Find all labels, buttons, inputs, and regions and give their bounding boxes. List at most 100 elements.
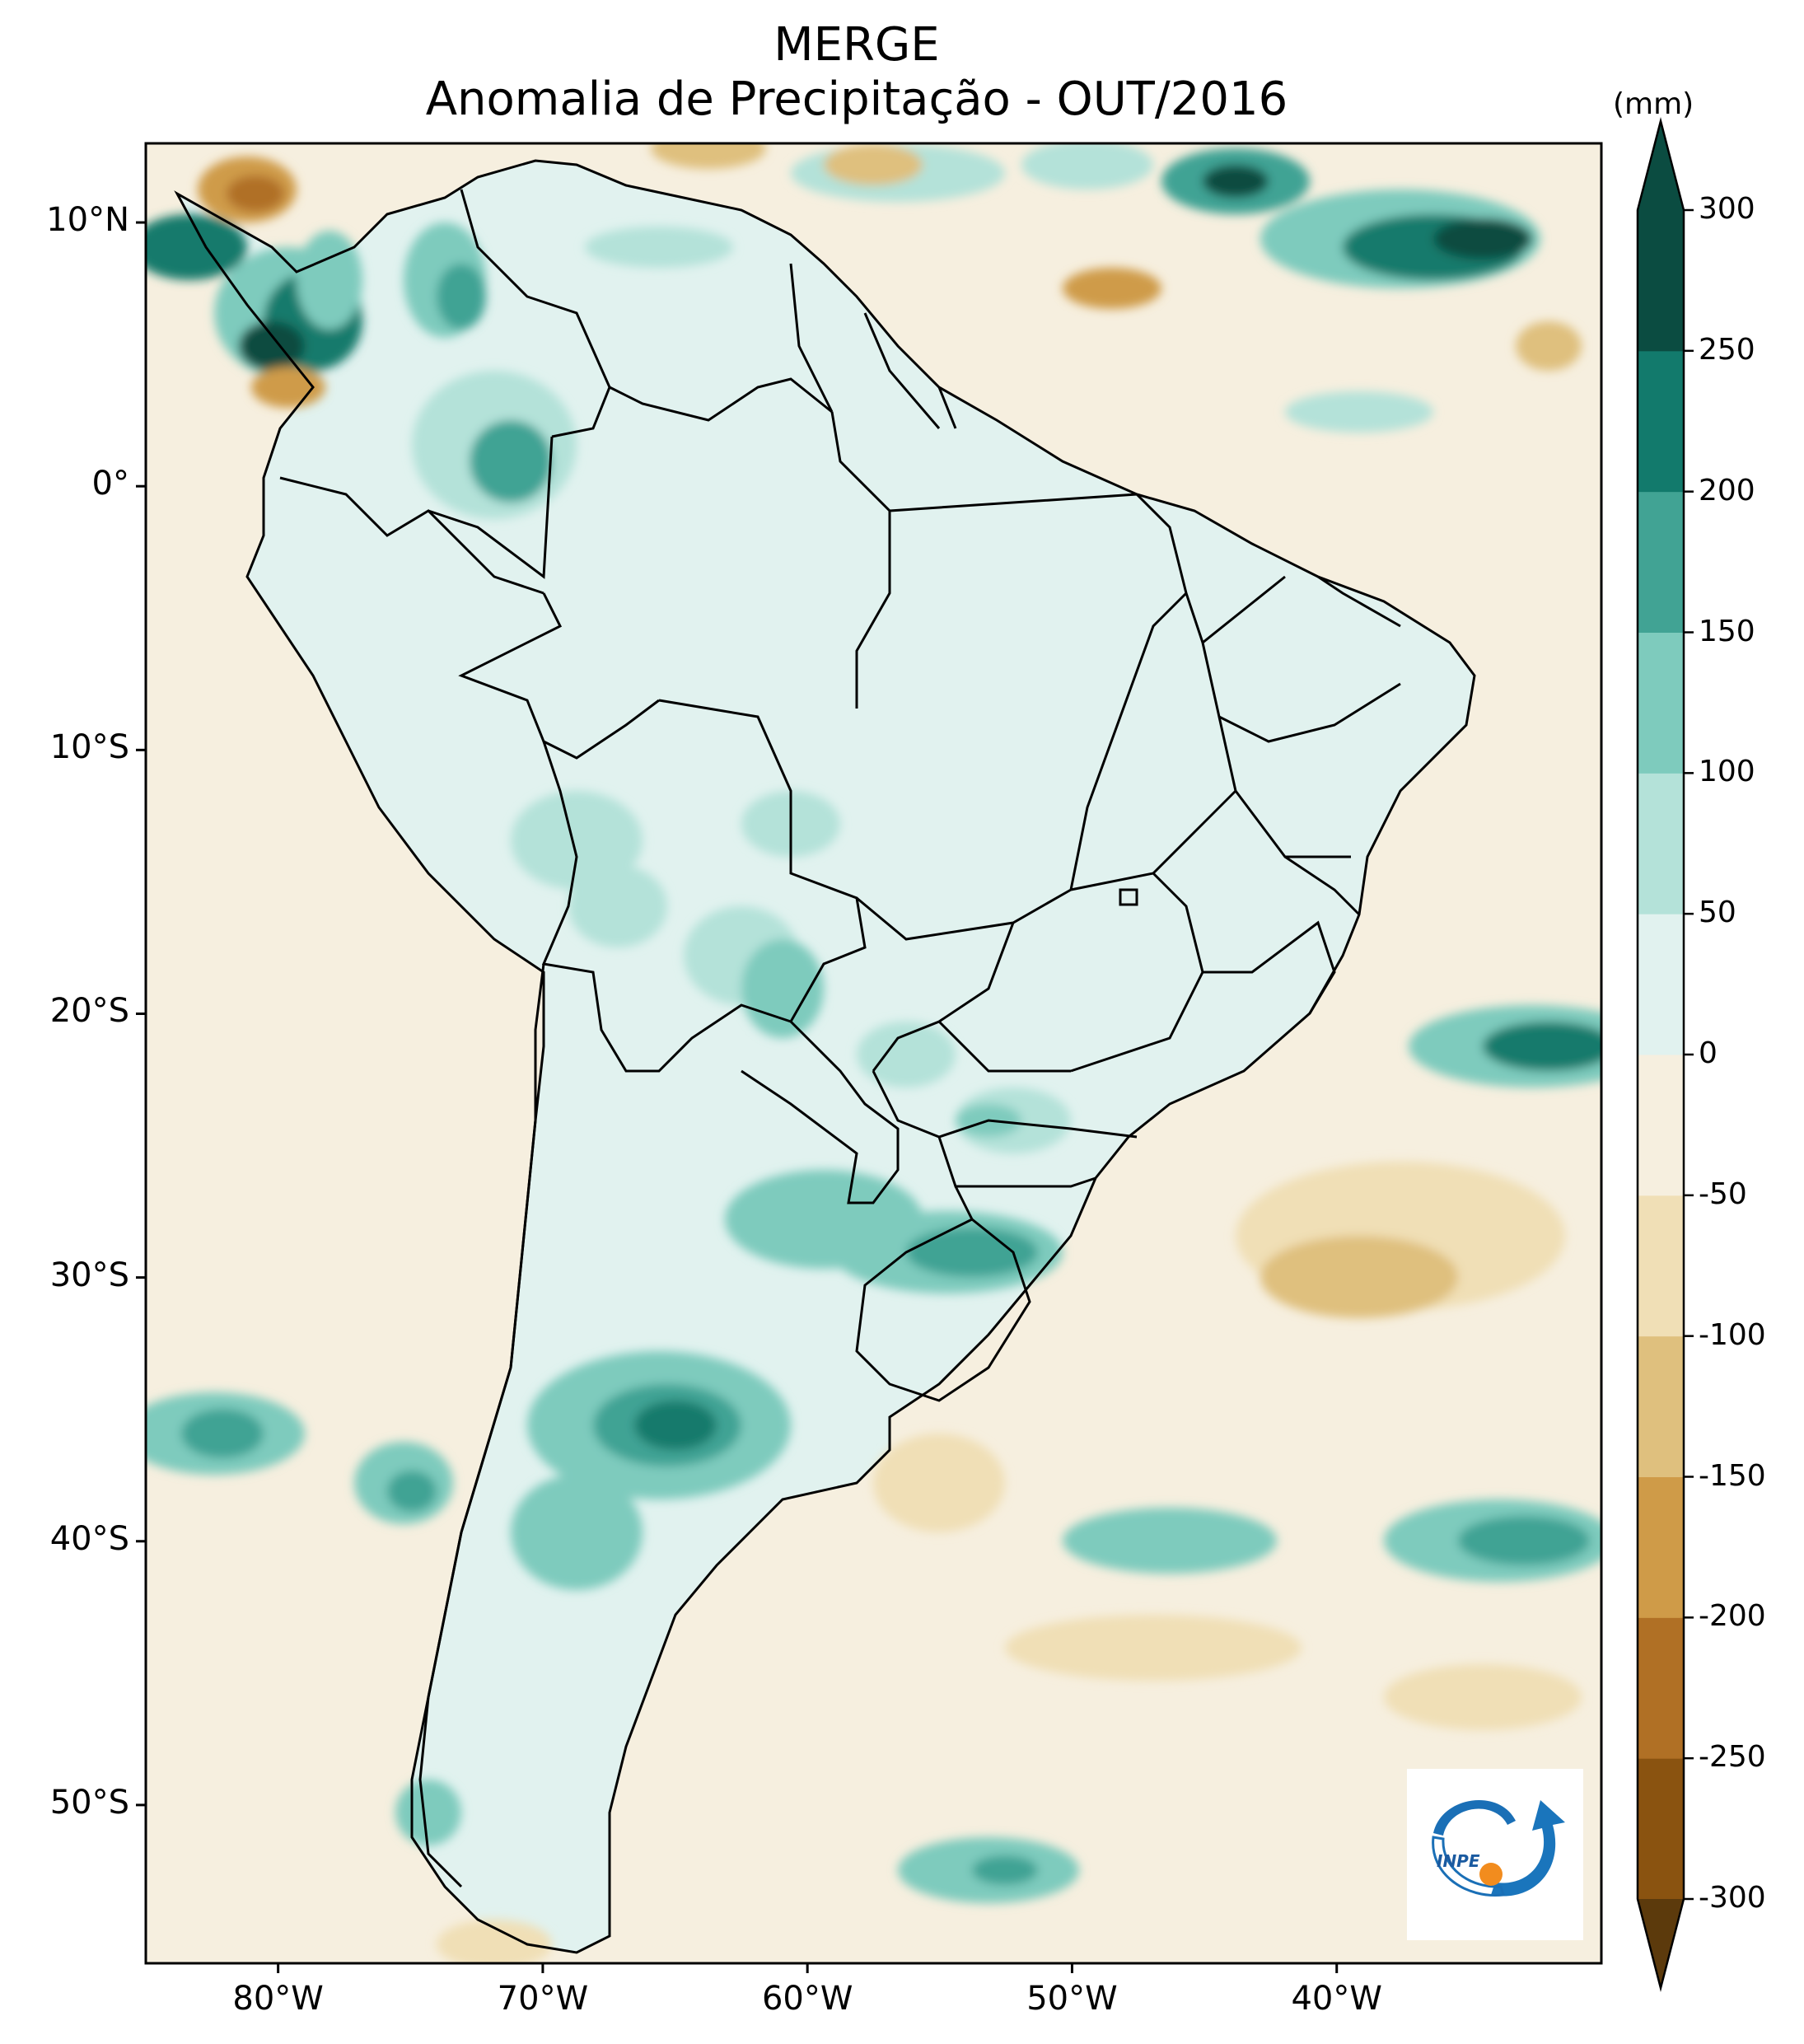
anomaly-patch: [251, 367, 325, 408]
colorbar-segment: [1638, 914, 1684, 1055]
map-subtitle: Anomalia de Precipitação - OUT/2016: [425, 72, 1288, 126]
anomaly-patch: [146, 214, 247, 280]
colorbar-segment: [1638, 773, 1684, 914]
border-ecuador-peru: [279, 476, 544, 595]
lat-tick-label: 50°S: [49, 1783, 129, 1822]
anomaly-patch: [1384, 1664, 1582, 1730]
anomaly-patch: [741, 939, 824, 1038]
logo-text: INPE: [1437, 1851, 1480, 1871]
colorbar-tick-label: 200: [1699, 473, 1755, 507]
anomaly-patch: [181, 1409, 264, 1458]
lat-tick-label: 20°S: [49, 992, 129, 1031]
anomaly-patch: [1433, 218, 1532, 260]
colorbar-tick-label: 0: [1699, 1036, 1718, 1070]
anomaly-patch: [634, 1401, 717, 1450]
anomaly-patch: [824, 144, 923, 185]
colorbar-tick-label: -250: [1699, 1740, 1766, 1775]
colorbar-tick-label: -300: [1699, 1881, 1766, 1915]
lon-tick-label: 80°W: [232, 1980, 324, 2018]
lat-tick-label: 10°N: [46, 201, 129, 240]
anomaly-patch: [873, 1434, 1005, 1532]
lat-tick-label: 10°S: [49, 728, 129, 767]
anomaly-patch: [906, 1228, 1038, 1277]
anomaly-patch: [1516, 321, 1582, 371]
logo-sun: [1479, 1863, 1503, 1886]
anomaly-patch: [395, 1780, 461, 1845]
border-brazil-states: [830, 411, 1401, 1220]
lon-tick-label: 40°W: [1291, 1980, 1382, 2018]
inpe-logo: INPE: [1407, 1769, 1583, 1940]
map-frame: [144, 142, 1603, 1965]
anomaly-patch: [857, 1022, 956, 1087]
anomaly-patch: [1260, 1236, 1458, 1318]
anomaly-patch: [1483, 1022, 1601, 1071]
anomaly-patch: [651, 143, 766, 169]
lon-tick-label: 60°W: [761, 1980, 853, 2018]
border-colombia-peru: [428, 436, 554, 579]
anomaly-patch: [1005, 1615, 1302, 1681]
anomaly-patch: [297, 231, 362, 330]
colorbar-segment: [1638, 1195, 1684, 1337]
logo-arc-thin: [1433, 1799, 1516, 1836]
anomaly-patch: [1063, 268, 1161, 309]
axis-ticks: [136, 221, 1339, 1973]
colorbar-tick-label: 50: [1699, 896, 1736, 930]
colorbar-extend-high: [1638, 121, 1684, 210]
lon-tick-label: 50°W: [1026, 1980, 1118, 2018]
colorbar-unit: (mm): [1613, 87, 1694, 121]
colorbar-segment: [1638, 632, 1684, 774]
colorbar-tick-label: -100: [1699, 1317, 1766, 1352]
anomaly-patch: [1458, 1516, 1590, 1565]
anomaly-patch: [1063, 1508, 1277, 1574]
lat-tick-label: 0°: [91, 465, 129, 503]
anomaly-patch: [1285, 391, 1433, 433]
border-paraguay: [741, 1020, 900, 1204]
anomaly-patch: [1203, 165, 1269, 198]
anomaly-patch: [972, 1855, 1038, 1885]
colorbar-segment: [1638, 210, 1684, 352]
anomaly-patch: [227, 175, 284, 212]
colorbar-tick-label: 150: [1699, 614, 1755, 648]
anomaly-patch: [511, 791, 643, 890]
colorbar-segment: [1638, 1617, 1684, 1759]
colorbar-segment: [1638, 1476, 1684, 1618]
political-borders: [174, 159, 1476, 1954]
colorbar-tick-label: 100: [1699, 755, 1755, 789]
colorbar-segment: [1638, 491, 1684, 633]
border-uruguay: [855, 1218, 1031, 1402]
colorbar-tick-label: -200: [1699, 1599, 1766, 1634]
anomaly-patch: [437, 1920, 552, 1963]
colorbar-segment: [1638, 1055, 1684, 1196]
lat-tick-label: 30°S: [49, 1256, 129, 1294]
anomaly-patches: [146, 143, 1601, 1963]
coastline: [174, 159, 1476, 1954]
anomaly-patch: [1021, 143, 1153, 189]
anomaly-patch: [437, 264, 486, 330]
anomaly-patch: [568, 865, 667, 947]
anomaly-patch: [511, 1475, 643, 1590]
colorbar-tick-label: 250: [1699, 332, 1755, 367]
border-argentina-chile: [418, 963, 545, 1888]
anomaly-patch: [239, 321, 305, 371]
colorbar-tick-label: -150: [1699, 1458, 1766, 1493]
colorbar-tick-label: 300: [1699, 192, 1755, 226]
logo-arrow: [1491, 1800, 1565, 1897]
colorbar-segment: [1638, 350, 1684, 493]
colorbar-tick-label: -50: [1699, 1176, 1747, 1211]
lon-tick-label: 70°W: [497, 1980, 589, 2018]
anomaly-patch: [585, 227, 733, 268]
border-df: [1119, 888, 1138, 906]
colorbar-segment: [1638, 1335, 1684, 1477]
border-colombia-venezuela: [460, 189, 611, 438]
anomaly-patch: [470, 420, 552, 503]
border-guianas: [789, 263, 957, 429]
colorbar-extend-low: [1638, 1899, 1684, 1988]
colorbar-segment: [1638, 1758, 1684, 1900]
lat-tick-label: 40°S: [49, 1519, 129, 1558]
border-bolivia: [541, 699, 867, 1073]
map-title: MERGE: [773, 18, 940, 72]
colorbar: [1636, 117, 1694, 1992]
border-venezuela-brazil: [609, 377, 833, 422]
